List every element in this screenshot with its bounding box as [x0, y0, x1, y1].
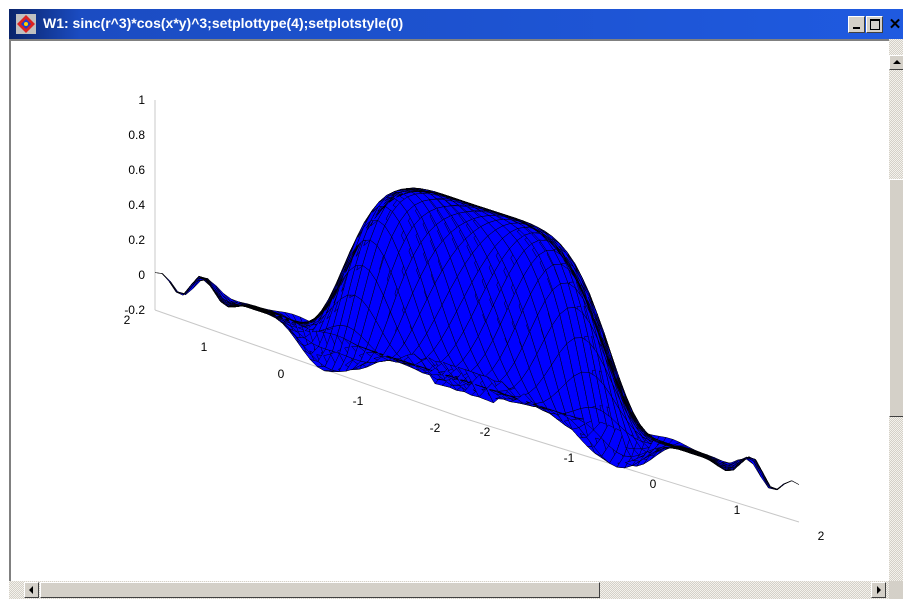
plot-window: W1: sinc(r^3)*cos(x*y)^3;setplottype(4);… [8, 8, 903, 599]
vertical-scroll-thumb[interactable] [889, 179, 903, 417]
close-icon: ✕ [888, 16, 902, 33]
x-tick-label: -1 [564, 451, 575, 465]
y-tick-label: -2 [430, 421, 441, 435]
minimize-button[interactable] [848, 16, 865, 33]
z-tick-label: 0.2 [128, 233, 145, 247]
z-tick-label: 0.4 [128, 198, 145, 212]
surface-patch [784, 480, 800, 485]
vertical-scrollbar[interactable] [889, 39, 903, 581]
scroll-up-arrow-icon[interactable] [889, 55, 903, 70]
z-tick-label: 0.6 [128, 163, 145, 177]
size-grip [889, 581, 903, 599]
z-tick-label: 1 [138, 93, 145, 107]
scroll-right-arrow-icon[interactable] [871, 582, 886, 598]
maximize-button[interactable] [866, 16, 883, 33]
plot-area[interactable]: 1 0.8 0.6 0.4 0.2 0 -0.2 2 1 0 -1 -2 -2 -1 0 1 2 [9, 39, 889, 581]
window-title: W1: sinc(r^3)*cos(x*y)^3;setplottype(4);… [43, 15, 404, 31]
x-tick-label: 1 [734, 503, 741, 517]
horizontal-scroll-thumb[interactable] [40, 582, 600, 598]
z-tick-label: 0.8 [128, 128, 145, 142]
x-axis-line [462, 417, 800, 523]
close-button[interactable]: ✕ [886, 16, 903, 33]
z-tick-label: 0 [138, 268, 145, 282]
x-tick-label: -2 [480, 425, 491, 439]
y-axis-line [154, 309, 464, 419]
surface-mesh [154, 187, 800, 491]
x-tick-label: 0 [650, 477, 657, 491]
x-tick-label: 2 [818, 529, 825, 543]
y-tick-label: -1 [353, 394, 364, 408]
y-tick-label: 1 [201, 340, 208, 354]
y-tick-label: 2 [124, 313, 131, 327]
surface-patch [170, 281, 185, 295]
y-tick-label: 0 [278, 367, 285, 381]
scroll-left-arrow-icon[interactable] [24, 582, 39, 598]
title-bar[interactable]: W1: sinc(r^3)*cos(x*y)^3;setplottype(4);… [9, 9, 903, 39]
z-tick-label: -0.2 [124, 303, 145, 317]
plot-app-icon[interactable] [15, 13, 37, 35]
horizontal-scrollbar[interactable] [9, 581, 889, 599]
